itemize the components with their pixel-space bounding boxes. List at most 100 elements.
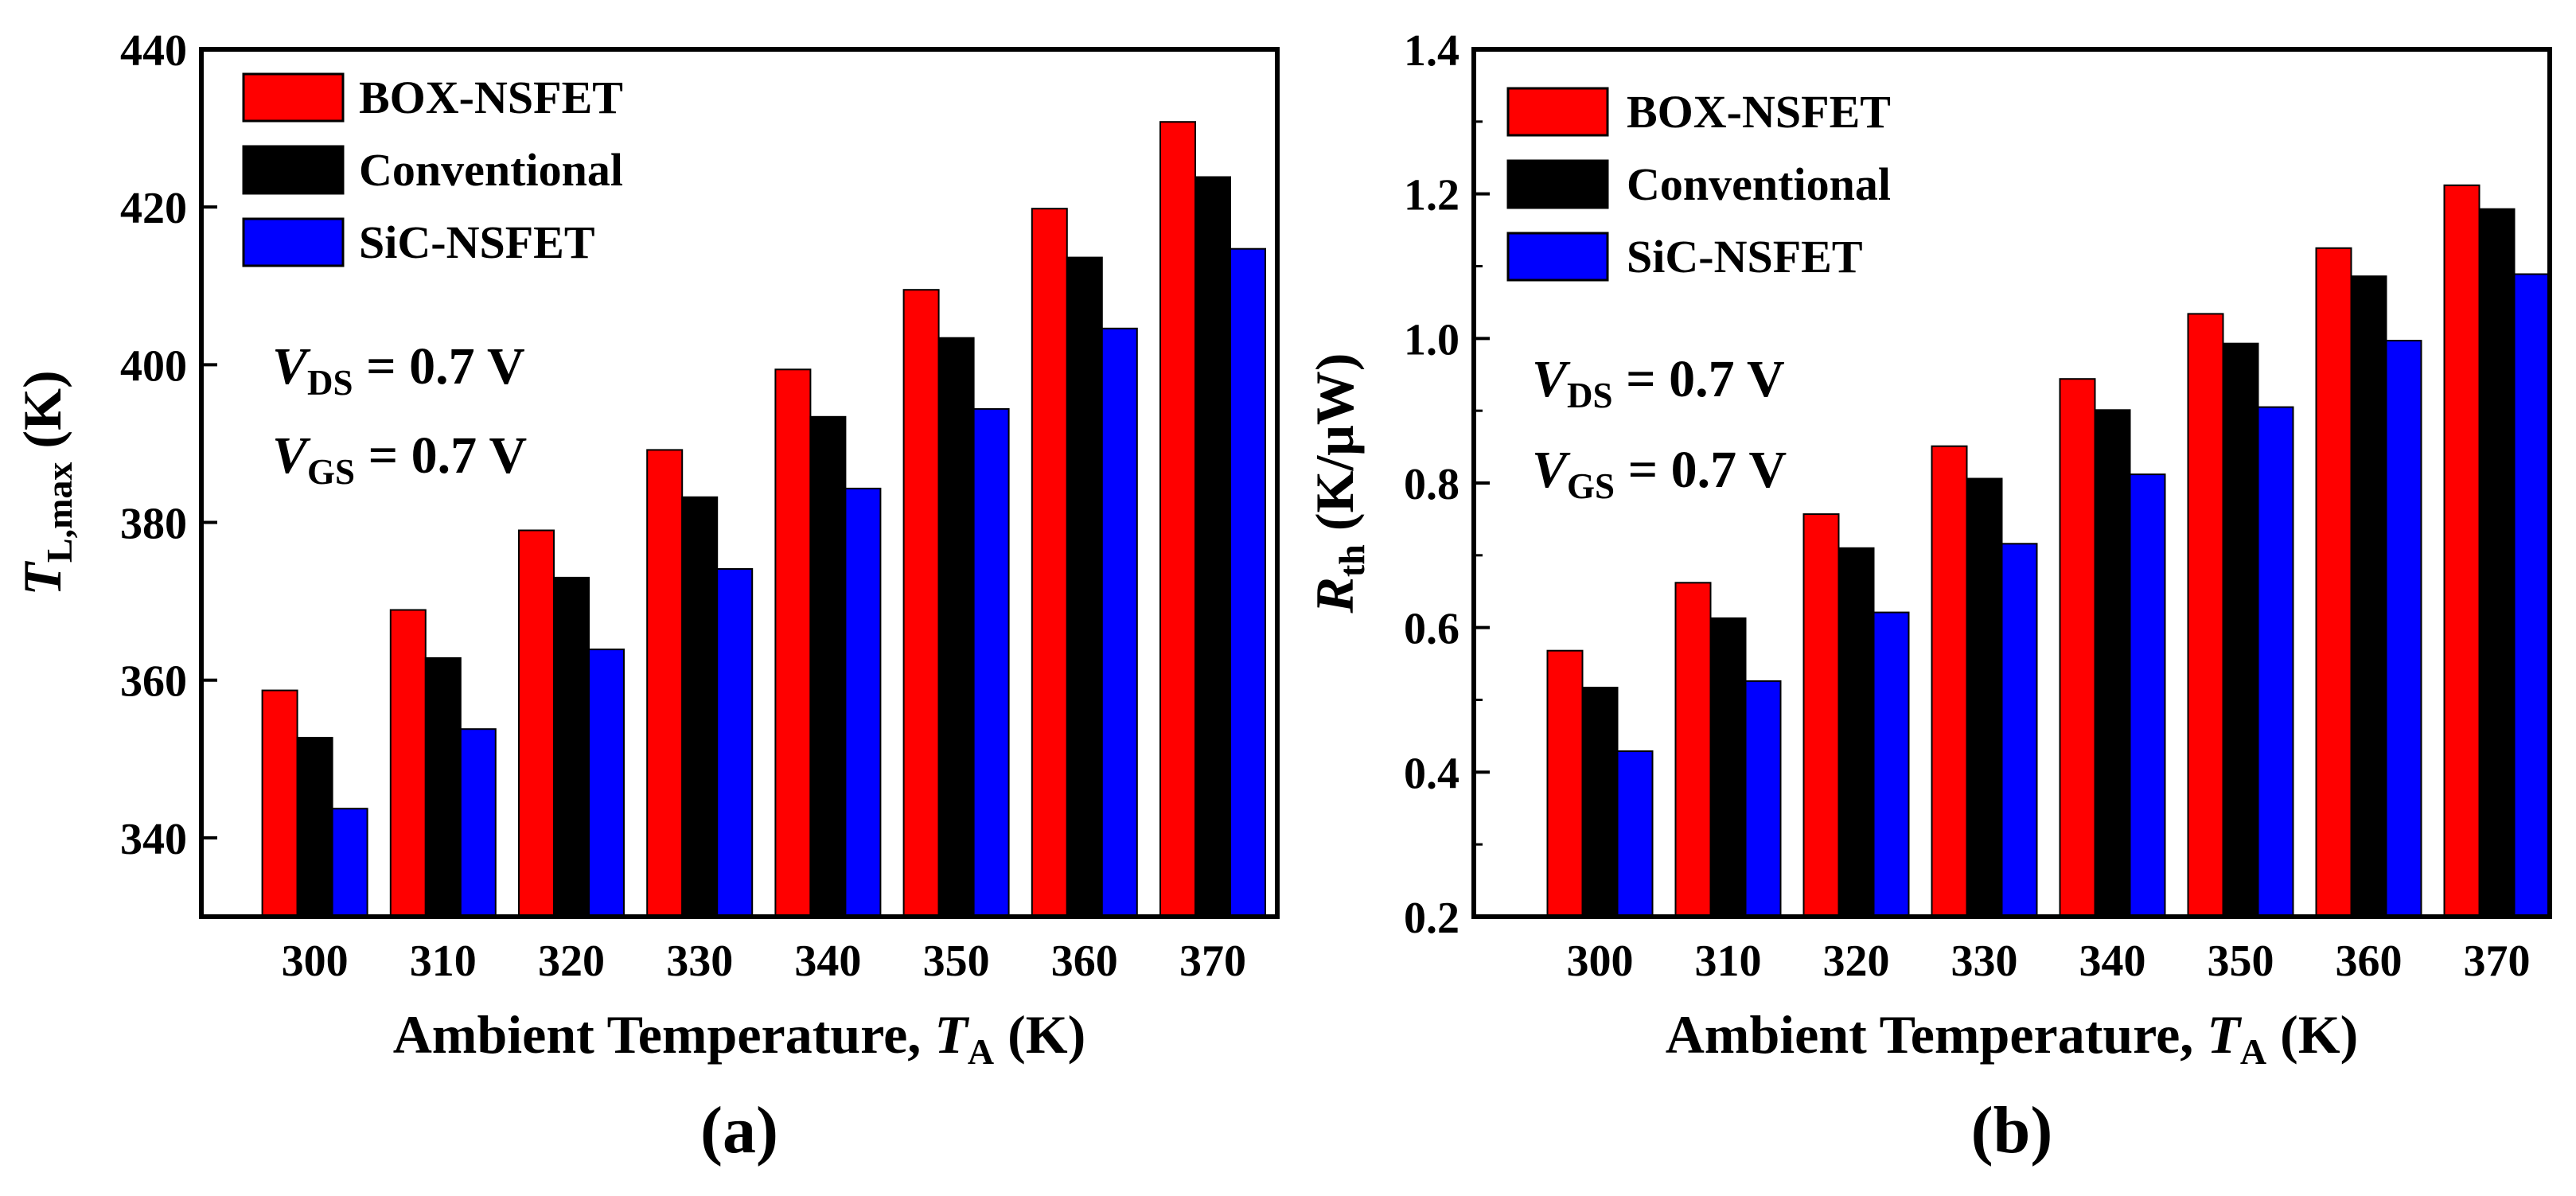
panel-b-bar-conventional-360: [2350, 275, 2387, 917]
panel-a-bar-conventional-360: [1066, 256, 1103, 918]
panel-a-legend-swatch-conventional: [242, 145, 345, 195]
panel-b-bar-box-nsfet-340: [2059, 378, 2096, 917]
panel-b-bar-box-nsfet-350: [2187, 313, 2224, 917]
panel-a-annotation-vgs: VGS = 0.7 V: [272, 427, 527, 492]
panel-b-x-axis-label: Ambient Temperature, TA (K): [1666, 1004, 2359, 1072]
panel-b-bar-sic-nsfet-340: [2129, 473, 2166, 917]
panel-a-plot-frame: [199, 47, 1280, 919]
panel-a-bar-sic-nsfet-340: [844, 487, 882, 917]
panel-b-plot-frame: [1471, 47, 2552, 919]
panel-a-y-ticks: 340 360 380 400 420 440: [120, 26, 217, 864]
panel-a-y-tick-label: 420: [120, 184, 187, 233]
panel-b-x-tick-label: 340: [2079, 937, 2146, 986]
panel-a-bar-sic-nsfet-350: [972, 407, 1010, 917]
panel-b-y-tick-label: 0.6: [1404, 605, 1459, 654]
panel-b-label: (b): [1971, 1093, 2053, 1167]
panel-a-label: (a): [700, 1093, 778, 1167]
panel-a-legend: BOX-NSFET Conventional SiC-NSFET: [242, 72, 623, 268]
panel-b-legend-swatch-sic: [1506, 232, 1609, 282]
panel-b-y-tick-label: 1.4: [1404, 26, 1459, 76]
panel-a-bar-box-nsfet-360: [1031, 208, 1068, 917]
panel-a-bar-sic-nsfet-310: [459, 728, 497, 918]
panel-a-legend-label-conventional: Conventional: [359, 144, 623, 196]
panel-a-y-tick-label: 360: [120, 657, 187, 707]
panel-a-legend-label-box: BOX-NSFET: [359, 72, 623, 123]
panel-a-x-tick-label: 330: [666, 937, 733, 986]
panel-a-legend-swatch-sic: [242, 217, 345, 267]
panel-a-x-tick-label: 310: [410, 937, 477, 986]
panel-b-bar-conventional-330: [1966, 477, 2003, 917]
panel-b-bars: [1546, 184, 2551, 918]
panel-a-bar-conventional-320: [553, 576, 590, 918]
panel-b-bar-conventional-300: [1581, 687, 1619, 917]
panel-b-bar-box-nsfet-320: [1802, 513, 1840, 917]
panel-a-x-ticks: 300 310 320 330 340 350 360 370: [282, 904, 1246, 986]
panel-a-bar-sic-nsfet-330: [716, 568, 754, 917]
panel-a-bar-conventional-340: [809, 415, 847, 917]
panel-a-y-tick-label: 440: [120, 26, 187, 76]
panel-a-y-tick-label: 380: [120, 500, 187, 549]
panel-b-y-tick-label: 0.2: [1404, 894, 1459, 943]
panel-b-legend: BOX-NSFET Conventional SiC-NSFET: [1506, 86, 1891, 282]
panel-b-legend-label-conventional: Conventional: [1627, 158, 1891, 210]
panel-b-x-tick-label: 330: [1951, 937, 2018, 986]
panel-a-bar-sic-nsfet-320: [588, 649, 625, 917]
panel-b-bar-sic-nsfet-350: [2257, 406, 2294, 918]
panel-a-bar-sic-nsfet-360: [1101, 327, 1138, 917]
panel-b-chart: 0.2 0.4 0.6 0.8 1.0 1.2 1.4 300 310 320 330 340 350…: [1304, 26, 2552, 1167]
panel-a-bar-conventional-330: [681, 496, 719, 917]
panel-a-legend-swatch-box: [242, 72, 345, 123]
panel-b-x-tick-label: 360: [2336, 937, 2403, 986]
panel-a-bar-box-nsfet-320: [518, 529, 555, 917]
panel-b-annotation-vgs: VGS = 0.7 V: [1532, 441, 1787, 506]
panel-a-x-tick-label: 350: [923, 937, 990, 986]
panel-a-bar-conventional-350: [937, 337, 975, 917]
panel-a-bar-sic-nsfet-300: [331, 808, 368, 918]
panel-b-x-ticks: 300 310 320 330 340 350 360 370: [1567, 904, 2531, 986]
panel-a-bar-sic-nsfet-370: [1230, 247, 1266, 917]
panel-a-bar-conventional-300: [296, 737, 333, 917]
panel-b-legend-label-box: BOX-NSFET: [1627, 86, 1891, 138]
panel-b-bar-conventional-350: [2222, 342, 2259, 917]
panel-b-bar-sic-nsfet-370: [2513, 273, 2551, 917]
panel-b-annotation-vds: VDS = 0.7 V: [1532, 350, 1785, 415]
panel-b-bar-conventional-340: [2094, 409, 2131, 917]
panel-b-bar-box-nsfet-300: [1546, 649, 1584, 917]
panel-a-bar-box-nsfet-300: [261, 689, 298, 917]
panel-a-bars: [261, 121, 1266, 918]
panel-b-bar-box-nsfet-330: [1931, 445, 1968, 917]
panel-a-bar-box-nsfet-370: [1159, 121, 1196, 917]
panel-b-bar-box-nsfet-310: [1674, 582, 1712, 917]
panel-a-y-axis-label: TL,max (K): [12, 370, 80, 595]
panel-b-bar-sic-nsfet-310: [1744, 680, 1782, 918]
panel-b-x-tick-label: 310: [1695, 937, 1762, 986]
panel-a-x-axis-label: Ambient Temperature, TA (K): [393, 1004, 1086, 1072]
panel-b-x-tick-label: 320: [1823, 937, 1890, 986]
panel-a-bar-box-nsfet-350: [902, 289, 940, 917]
panel-b-x-tick-label: 300: [1567, 937, 1634, 986]
panel-b-bar-conventional-310: [1709, 617, 1747, 918]
panel-a-bar-box-nsfet-330: [646, 449, 684, 917]
panel-b-y-tick-label: 0.8: [1404, 460, 1459, 509]
panel-b-bar-sic-nsfet-330: [2001, 543, 2038, 917]
panel-b-y-tick-label: 0.4: [1404, 749, 1459, 798]
panel-b-bar-box-nsfet-360: [2315, 247, 2352, 917]
panel-a-x-tick-label: 370: [1179, 937, 1246, 986]
panel-b-bar-conventional-320: [1837, 547, 1875, 918]
panel-b-y-tick-label: 1.0: [1404, 315, 1459, 364]
panel-a-bar-conventional-370: [1194, 176, 1231, 917]
panel-a-legend-label-sic: SiC-NSFET: [359, 216, 595, 268]
panel-a-bar-box-nsfet-310: [389, 609, 427, 917]
panel-b-y-axis-label: Rth (K/μW): [1304, 353, 1372, 614]
panel-b-legend-label-sic: SiC-NSFET: [1627, 231, 1863, 282]
panel-b-bar-sic-nsfet-320: [1873, 611, 1910, 917]
panel-a-y-tick-label: 340: [120, 815, 187, 864]
panel-b-legend-swatch-conventional: [1506, 159, 1609, 209]
panel-b-bar-conventional-370: [2478, 208, 2516, 917]
panel-a-y-tick-label: 400: [120, 341, 187, 391]
panel-a-x-tick-label: 360: [1051, 937, 1118, 986]
panel-a-x-tick-label: 300: [282, 937, 349, 986]
panel-b-legend-swatch-box: [1506, 87, 1609, 137]
panel-b-x-tick-label: 370: [2464, 937, 2531, 986]
